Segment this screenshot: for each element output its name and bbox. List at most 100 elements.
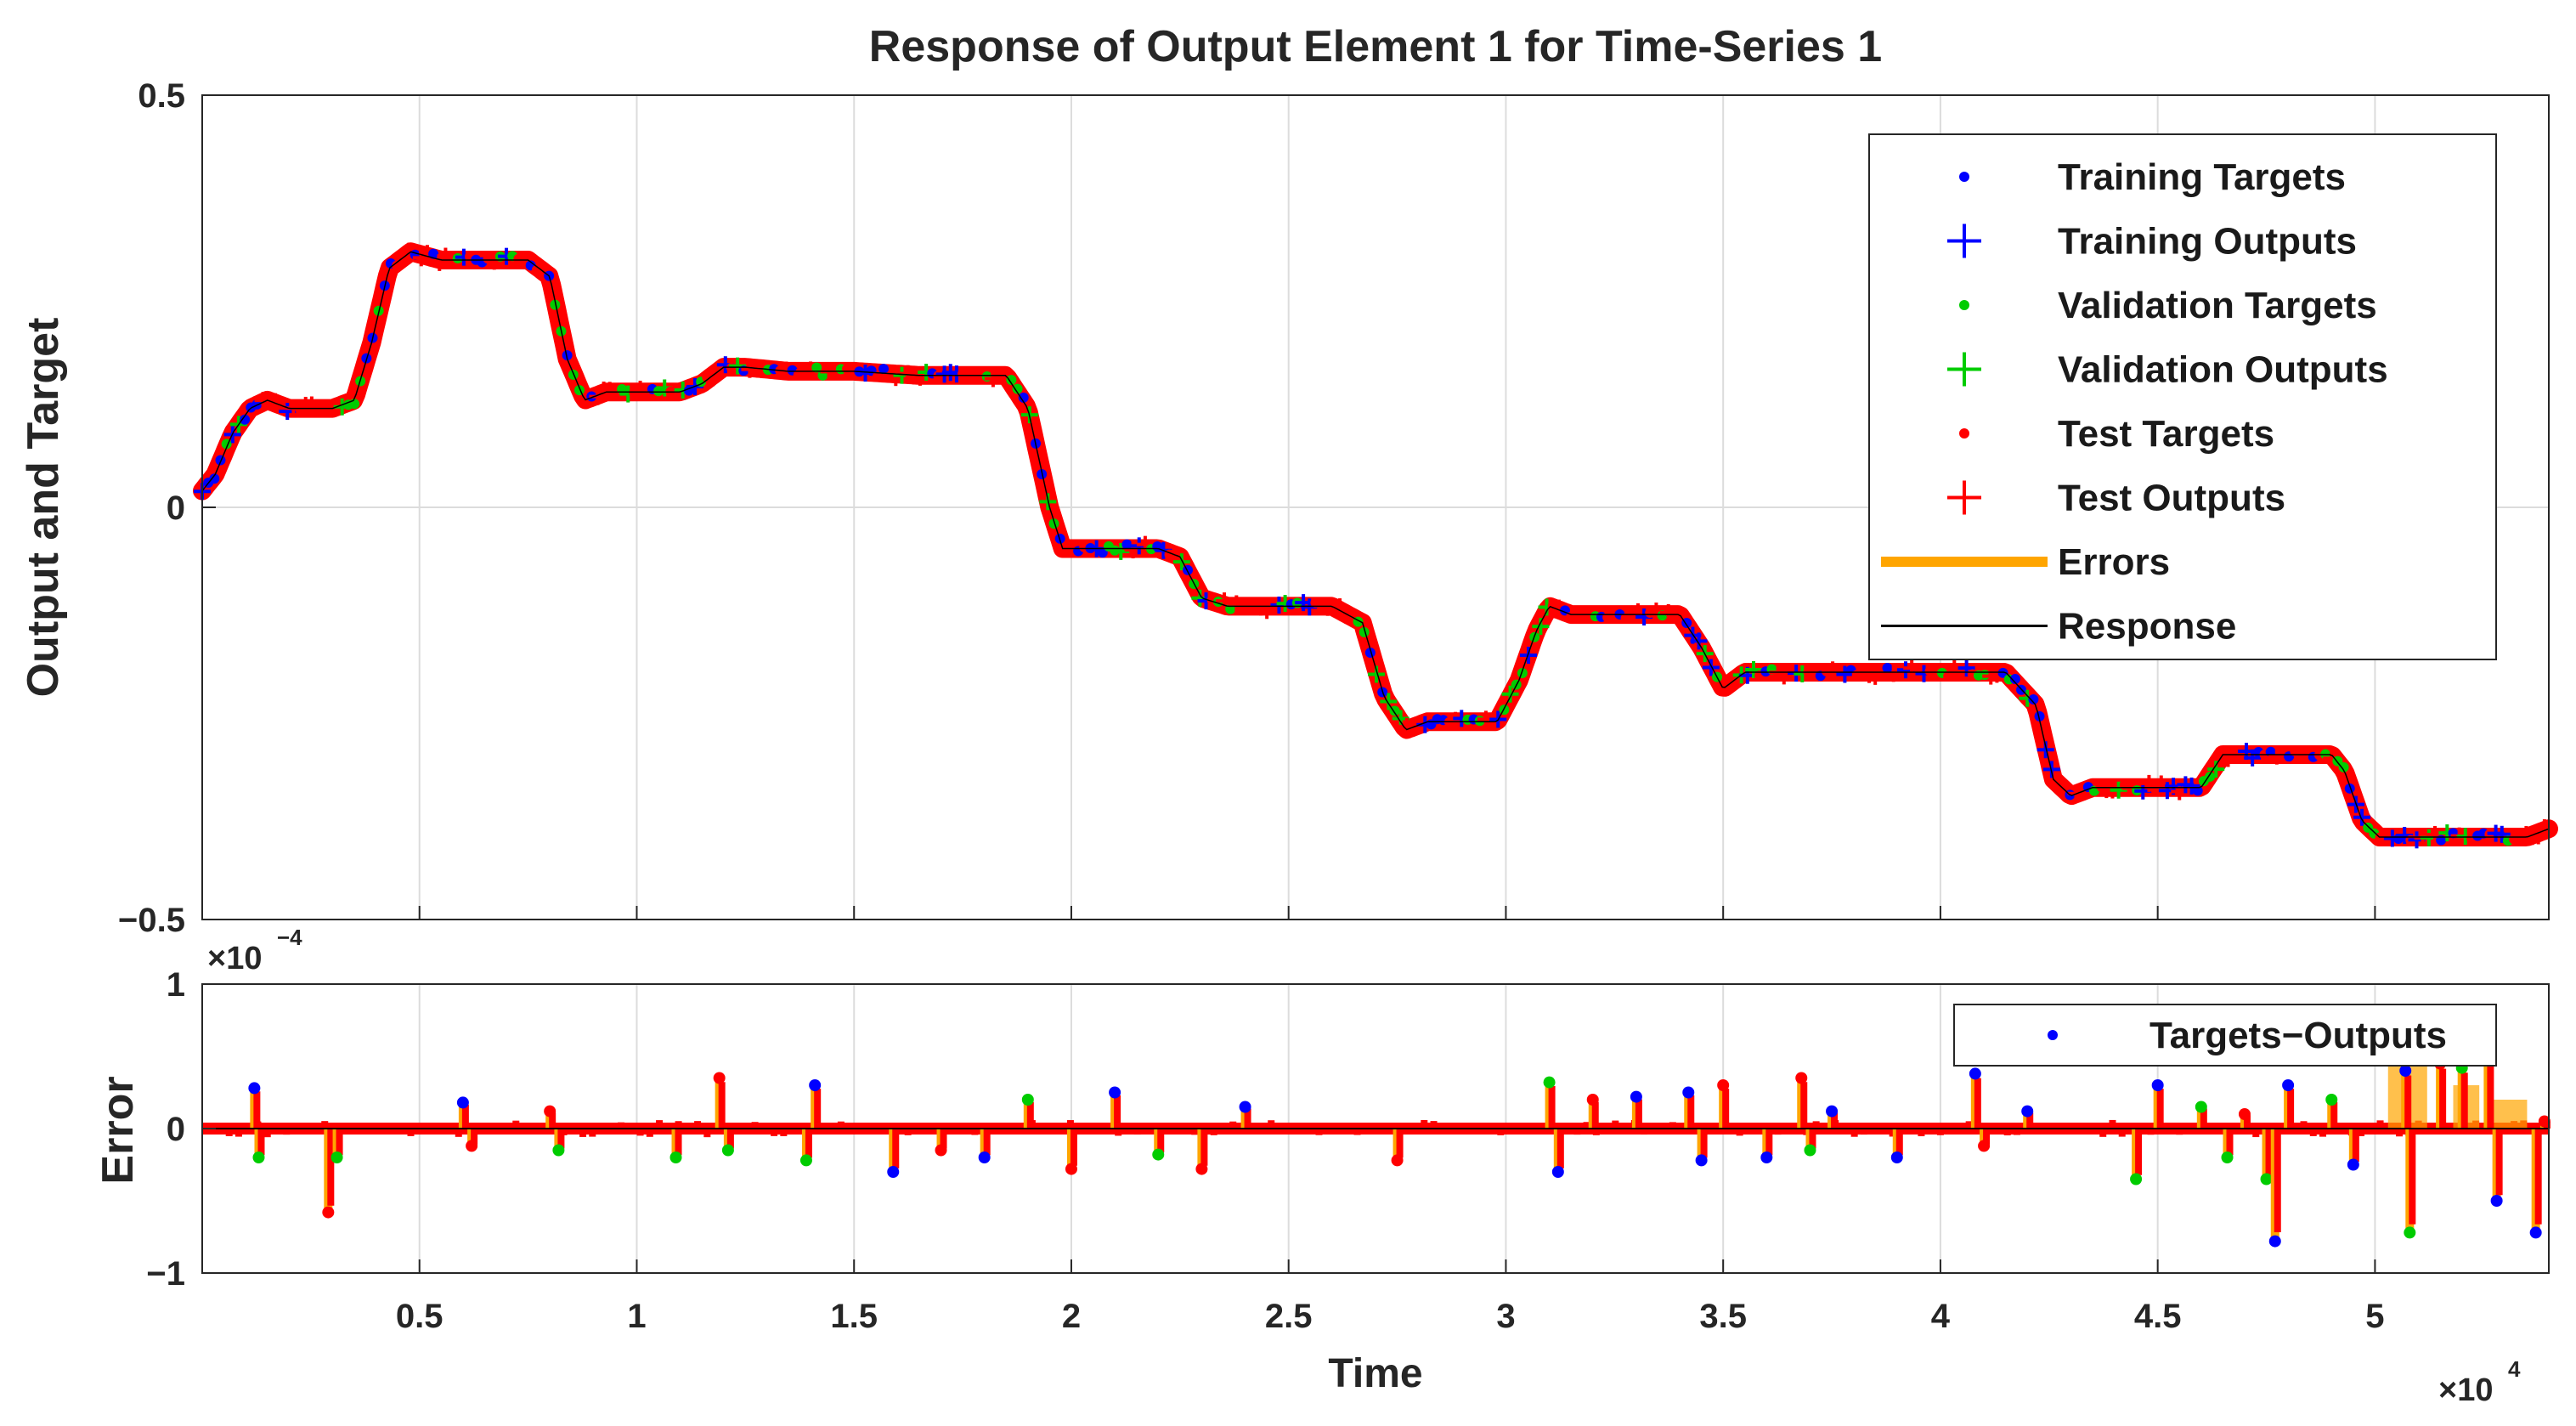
target-dot-marker (1183, 564, 1194, 575)
error-spike-tip (1586, 1094, 1599, 1106)
error-spike-tip (2282, 1079, 2295, 1091)
legend-label: Test Targets (2058, 413, 2274, 455)
error-spike-tip (887, 1166, 900, 1178)
bottom-x-multiplier: ×10 4 (2438, 1356, 2521, 1408)
target-dot-marker (550, 299, 561, 310)
error-spike-tip (2130, 1173, 2143, 1186)
bottom-x-tick-label: 3 (1496, 1298, 1515, 1335)
top-legend-box (1868, 133, 2497, 660)
bottom-x-tick-label: 4.5 (2134, 1298, 2182, 1335)
target-dot-marker (2034, 710, 2045, 721)
legend-dot-marker (1959, 428, 1969, 439)
target-dot-marker (1018, 392, 1029, 403)
x-multiplier-base: ×10 (2438, 1372, 2493, 1408)
error-spike-tip (1152, 1148, 1165, 1161)
bottom-x-tick-label: 1 (627, 1298, 646, 1335)
error-spike-tip (2221, 1152, 2234, 1163)
target-dot-marker (1121, 539, 1133, 550)
target-dot-marker (2217, 748, 2228, 759)
error-spike-tip (2021, 1105, 2034, 1118)
y-multiplier-base: ×10 (207, 941, 262, 976)
target-dot-marker (1620, 613, 1631, 624)
target-dot-marker (1048, 518, 1059, 529)
target-dot-marker (580, 398, 591, 409)
bottom-x-tick-label: 5 (2365, 1298, 2384, 1335)
target-dot-marker (1012, 383, 1023, 394)
error-spike-tip (1195, 1163, 1208, 1175)
error-spike-tip (2529, 1226, 2542, 1239)
bottom-y-multiplier: ×10 −4 (207, 925, 302, 976)
error-spike-tip (2260, 1173, 2273, 1186)
error-spike-tip (2325, 1094, 2338, 1106)
bottom-plot-marks (202, 1014, 2551, 1248)
bottom-y-tick-label: 0 (167, 1111, 185, 1148)
bottom-x-tick-label: 1.5 (830, 1298, 878, 1335)
y-multiplier-exponent: −4 (277, 925, 302, 950)
bottom-y-tick-label: 1 (167, 966, 185, 1004)
target-dot-marker (1364, 647, 1376, 658)
error-spike-tip (1239, 1101, 1251, 1113)
error-spike-tip (544, 1105, 556, 1118)
target-dot-marker (428, 248, 439, 259)
error-spike-tip (1804, 1144, 1816, 1157)
error-spike-tip (2195, 1101, 2207, 1113)
target-dot-marker (1876, 671, 1887, 682)
target-dot-marker (2009, 674, 2020, 685)
legend-label: Errors (2058, 541, 2170, 583)
error-spike-tip (248, 1082, 261, 1095)
error-orange-region (2492, 1100, 2528, 1129)
top-y-tick-label: −0.5 (118, 902, 185, 939)
legend-dot-marker (1959, 172, 1969, 182)
error-spike-tip (552, 1144, 565, 1157)
error-spike-tip (1890, 1152, 1903, 1163)
target-dot-marker (1912, 663, 1924, 674)
error-spike-tip (1630, 1090, 1642, 1103)
legend-label: Validation Outputs (2058, 349, 2388, 391)
bottom-x-tick-label: 0.5 (396, 1298, 443, 1335)
error-spike-tip (322, 1206, 335, 1219)
error-spike-tip (1021, 1094, 1034, 1106)
response-line (201, 251, 2550, 838)
target-dot-marker (1730, 676, 1741, 687)
top-y-tick-labels: −0.5 0 0.5 (118, 77, 2376, 939)
target-dot-marker (240, 414, 251, 425)
error-spike-tip (2399, 1065, 2412, 1077)
target-dot-marker (209, 473, 220, 484)
error-spike-tip (1109, 1086, 1121, 1099)
legend-label: Validation Targets (2058, 285, 2377, 326)
bottom-x-tick-label: 2 (1062, 1298, 1081, 1335)
x-multiplier-exponent: 4 (2508, 1356, 2521, 1382)
target-dot-marker (215, 455, 226, 466)
top-y-axis-label: Output and Target (19, 318, 68, 698)
error-spike-tip (1543, 1076, 1556, 1089)
target-dot-marker (2290, 746, 2301, 757)
error-spike-tip (1978, 1140, 1991, 1152)
bottom-x-tick-label: 2.5 (1265, 1298, 1313, 1335)
error-spike-tip (809, 1079, 822, 1091)
error-spike-tip (2151, 1079, 2164, 1091)
bottom-x-tick-label: 3.5 (1699, 1298, 1747, 1335)
error-spike-tip (330, 1152, 343, 1163)
bottom-axes: −1 0 1 0.5 1 1.5 2 2.5 3 3.5 4 4.5 5 Error Time ×10… (93, 925, 2551, 1408)
legend-dot-marker (2048, 1030, 2058, 1040)
target-dot-marker (1310, 597, 1321, 608)
legend-label: Response (2058, 606, 2236, 648)
target-dot-marker (2053, 776, 2064, 787)
target-dot-marker (1997, 667, 2008, 678)
target-dot-marker (349, 399, 360, 410)
target-dot-marker (878, 364, 890, 375)
error-spike-tip (2404, 1226, 2416, 1239)
bottom-legend: Targets−Outputs (1953, 1004, 2497, 1067)
bottom-x-axis-label: Time (1328, 1351, 1422, 1396)
error-spike-tip (1760, 1152, 1773, 1163)
target-dot-marker (872, 371, 883, 382)
target-dot-marker (714, 368, 725, 379)
error-spike-tip (456, 1096, 469, 1109)
error-spike-tip (713, 1072, 726, 1084)
target-dot-marker (562, 350, 573, 361)
top-y-tick-label: 0.5 (138, 77, 185, 115)
target-dot-marker (2344, 783, 2355, 794)
target-dot-marker (1097, 547, 1108, 558)
error-spike-tip (721, 1144, 734, 1157)
